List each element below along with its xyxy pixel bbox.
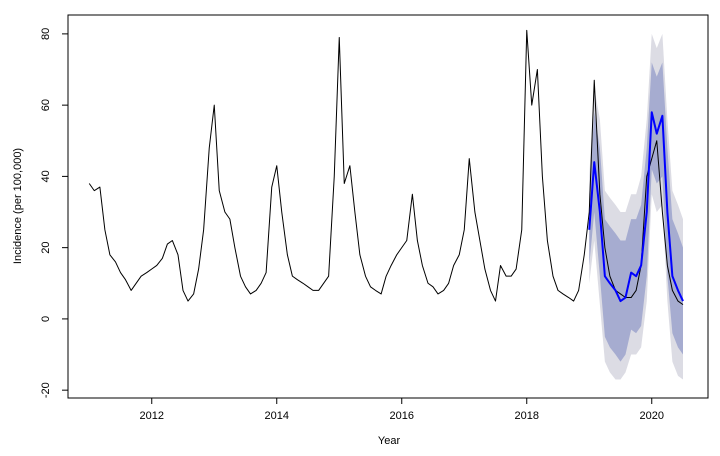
forecast-line bbox=[588, 111, 684, 303]
plot-frame bbox=[67, 14, 709, 399]
x-tick-label: 2014 bbox=[265, 410, 289, 422]
x-tick-label: 2020 bbox=[640, 410, 664, 422]
y-tick-label: 20 bbox=[40, 242, 52, 254]
y-tick-label: 60 bbox=[40, 99, 52, 111]
y-tick-label: 80 bbox=[40, 28, 52, 40]
y-tick-label: 0 bbox=[40, 316, 52, 322]
x-tick-label: 2016 bbox=[390, 410, 414, 422]
y-tick-label: 40 bbox=[40, 170, 52, 182]
x-axis-label: Year bbox=[378, 435, 401, 447]
x-tick-label: 2018 bbox=[515, 410, 539, 422]
x-tick-label: 2012 bbox=[140, 410, 164, 422]
y-axis-label: Incidence (per 100,000) bbox=[12, 148, 24, 264]
observed-line bbox=[88, 29, 684, 306]
y-tick-label: -20 bbox=[40, 382, 52, 398]
